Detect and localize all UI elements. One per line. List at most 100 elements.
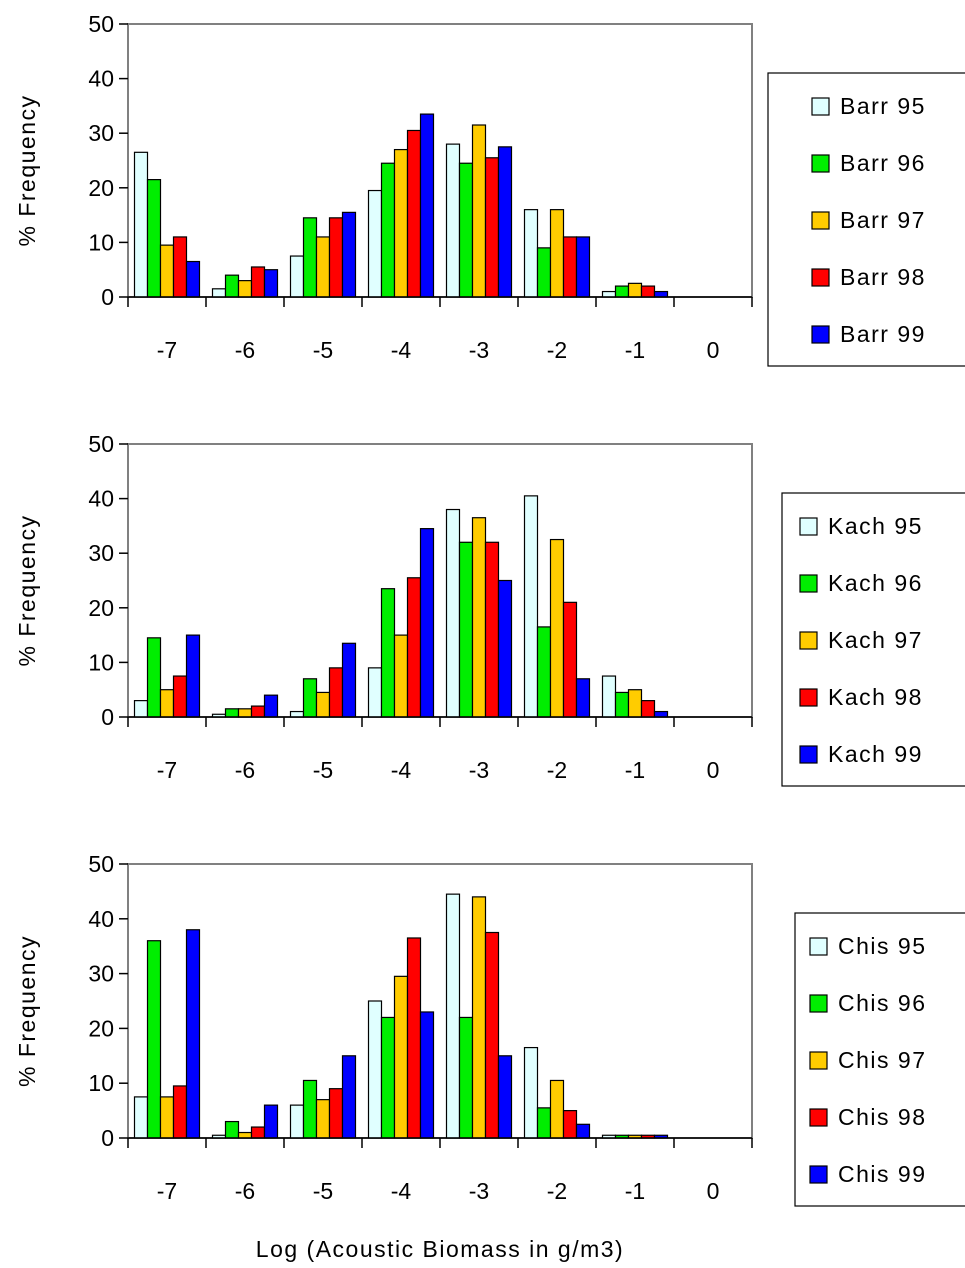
- bar: [146, 637, 162, 718]
- bar: [302, 1079, 318, 1139]
- bar: [341, 1055, 357, 1139]
- bar: [471, 896, 487, 1139]
- legend-swatch: [809, 1165, 828, 1184]
- bar: [497, 146, 513, 298]
- bar: [185, 634, 201, 718]
- x-tick-label: -3: [469, 337, 489, 363]
- bar: [328, 1088, 344, 1139]
- legend-swatch: [809, 994, 828, 1013]
- bar: [549, 1079, 565, 1139]
- bar: [341, 211, 357, 298]
- bar: [393, 975, 409, 1139]
- chart-1: 0 10 20 30 40 50 % Frequency -7 -6 -5 -4 -3 -2 -1 0 Bar…: [14, 11, 965, 367]
- bar: [367, 667, 383, 718]
- y-tick-label: 40: [88, 486, 114, 512]
- legend-label: Barr 98: [840, 264, 926, 290]
- y-tick-label: 40: [88, 906, 114, 932]
- y-tick-label: 0: [101, 704, 114, 730]
- bar: [172, 236, 188, 298]
- legend-swatch: [809, 1108, 828, 1127]
- legend-label: Barr 96: [840, 150, 926, 176]
- bar: [237, 1131, 253, 1139]
- bar: [653, 290, 669, 298]
- legend-swatch: [799, 574, 818, 593]
- legend-label: Kach 98: [828, 684, 923, 710]
- bar: [601, 290, 617, 298]
- x-tick-label: -6: [235, 757, 255, 783]
- bar: [159, 689, 175, 718]
- legend-swatch: [809, 937, 828, 956]
- bar: [445, 508, 461, 718]
- bar: [380, 588, 396, 718]
- bar: [393, 634, 409, 718]
- bar: [653, 710, 669, 718]
- legend-box: [767, 72, 965, 367]
- bar: [328, 667, 344, 718]
- legend: Chis 95 Chis 96 Chis 97 Chis 98 Chis 99: [794, 912, 965, 1207]
- x-tick-label: -6: [235, 337, 255, 363]
- legend-label: Chis 97: [838, 1047, 926, 1073]
- plot-area: [127, 863, 753, 1139]
- x-tick-label: -7: [157, 337, 177, 363]
- bar: [471, 124, 487, 298]
- bar: [289, 1104, 305, 1139]
- legend-swatch: [811, 97, 830, 116]
- legend-label: Chis 98: [838, 1104, 926, 1130]
- legend-label: Barr 99: [840, 321, 926, 347]
- legend-label: Chis 95: [838, 933, 926, 959]
- bar: [614, 691, 630, 718]
- legend-label: Barr 97: [840, 207, 926, 233]
- bar: [393, 148, 409, 298]
- bar: [575, 678, 591, 718]
- x-tick-label: -5: [313, 757, 333, 783]
- bar: [263, 694, 279, 718]
- bar: [562, 236, 578, 298]
- legend: Kach 95 Kach 96 Kach 97 Kach 98 Kach 99: [781, 492, 965, 787]
- bar: [380, 1016, 396, 1139]
- bar: [523, 1046, 539, 1139]
- bar: [575, 236, 591, 298]
- bar: [237, 280, 253, 298]
- bar: [549, 538, 565, 718]
- bar: [419, 1011, 435, 1139]
- bar: [315, 1099, 331, 1139]
- x-tick-label: -1: [625, 337, 645, 363]
- legend-label: Barr 95: [840, 93, 926, 119]
- bar: [536, 247, 552, 298]
- bar: [406, 129, 422, 298]
- bar: [211, 288, 227, 298]
- legend-label: Chis 96: [838, 990, 926, 1016]
- y-tick-label: 20: [88, 1015, 114, 1041]
- bar: [536, 1107, 552, 1139]
- x-tick-label: -2: [547, 1178, 567, 1204]
- y-axis-title: % Frequency: [14, 935, 40, 1087]
- y-tick-label: 20: [88, 595, 114, 621]
- y-tick-label: 40: [88, 66, 114, 92]
- legend-swatch: [811, 154, 830, 173]
- x-tick-label: 0: [707, 337, 720, 363]
- y-tick-label: 0: [101, 1125, 114, 1151]
- legend-swatch: [799, 745, 818, 764]
- chart-2: 0 10 20 30 40 50 % Frequency -7 -6 -5 -4 -3 -2 -1 0 Kac…: [14, 431, 965, 787]
- x-axis-title: Log (Acoustic Biomass in g/m3): [256, 1236, 624, 1262]
- bar: [146, 179, 162, 298]
- legend-label: Kach 97: [828, 627, 923, 653]
- x-tick-label: -2: [547, 757, 567, 783]
- chart-3: 0 10 20 30 40 50 % Frequency -7 -6 -5 -4 -3 -2 -1 0 Chi…: [14, 851, 965, 1207]
- legend-label: Kach 95: [828, 513, 923, 539]
- bar: [315, 236, 331, 298]
- legend-label: Kach 99: [828, 741, 923, 767]
- x-tick-label: -4: [391, 757, 412, 783]
- bar: [445, 893, 461, 1139]
- bar: [367, 1000, 383, 1139]
- y-tick-label: 50: [88, 11, 114, 37]
- bar: [185, 260, 201, 298]
- y-tick-label: 50: [88, 431, 114, 457]
- y-tick-label: 30: [88, 540, 114, 566]
- y-tick-label: 10: [88, 1070, 114, 1096]
- charts: 0 10 20 30 40 50 % Frequency -7 -6 -5 -4 -3 -2 -1 0 Bar…: [14, 11, 965, 1207]
- x-tick-label: -1: [625, 1178, 645, 1204]
- legend-swatch: [799, 517, 818, 536]
- bar: [302, 217, 318, 298]
- x-tick-label: -5: [313, 1178, 333, 1204]
